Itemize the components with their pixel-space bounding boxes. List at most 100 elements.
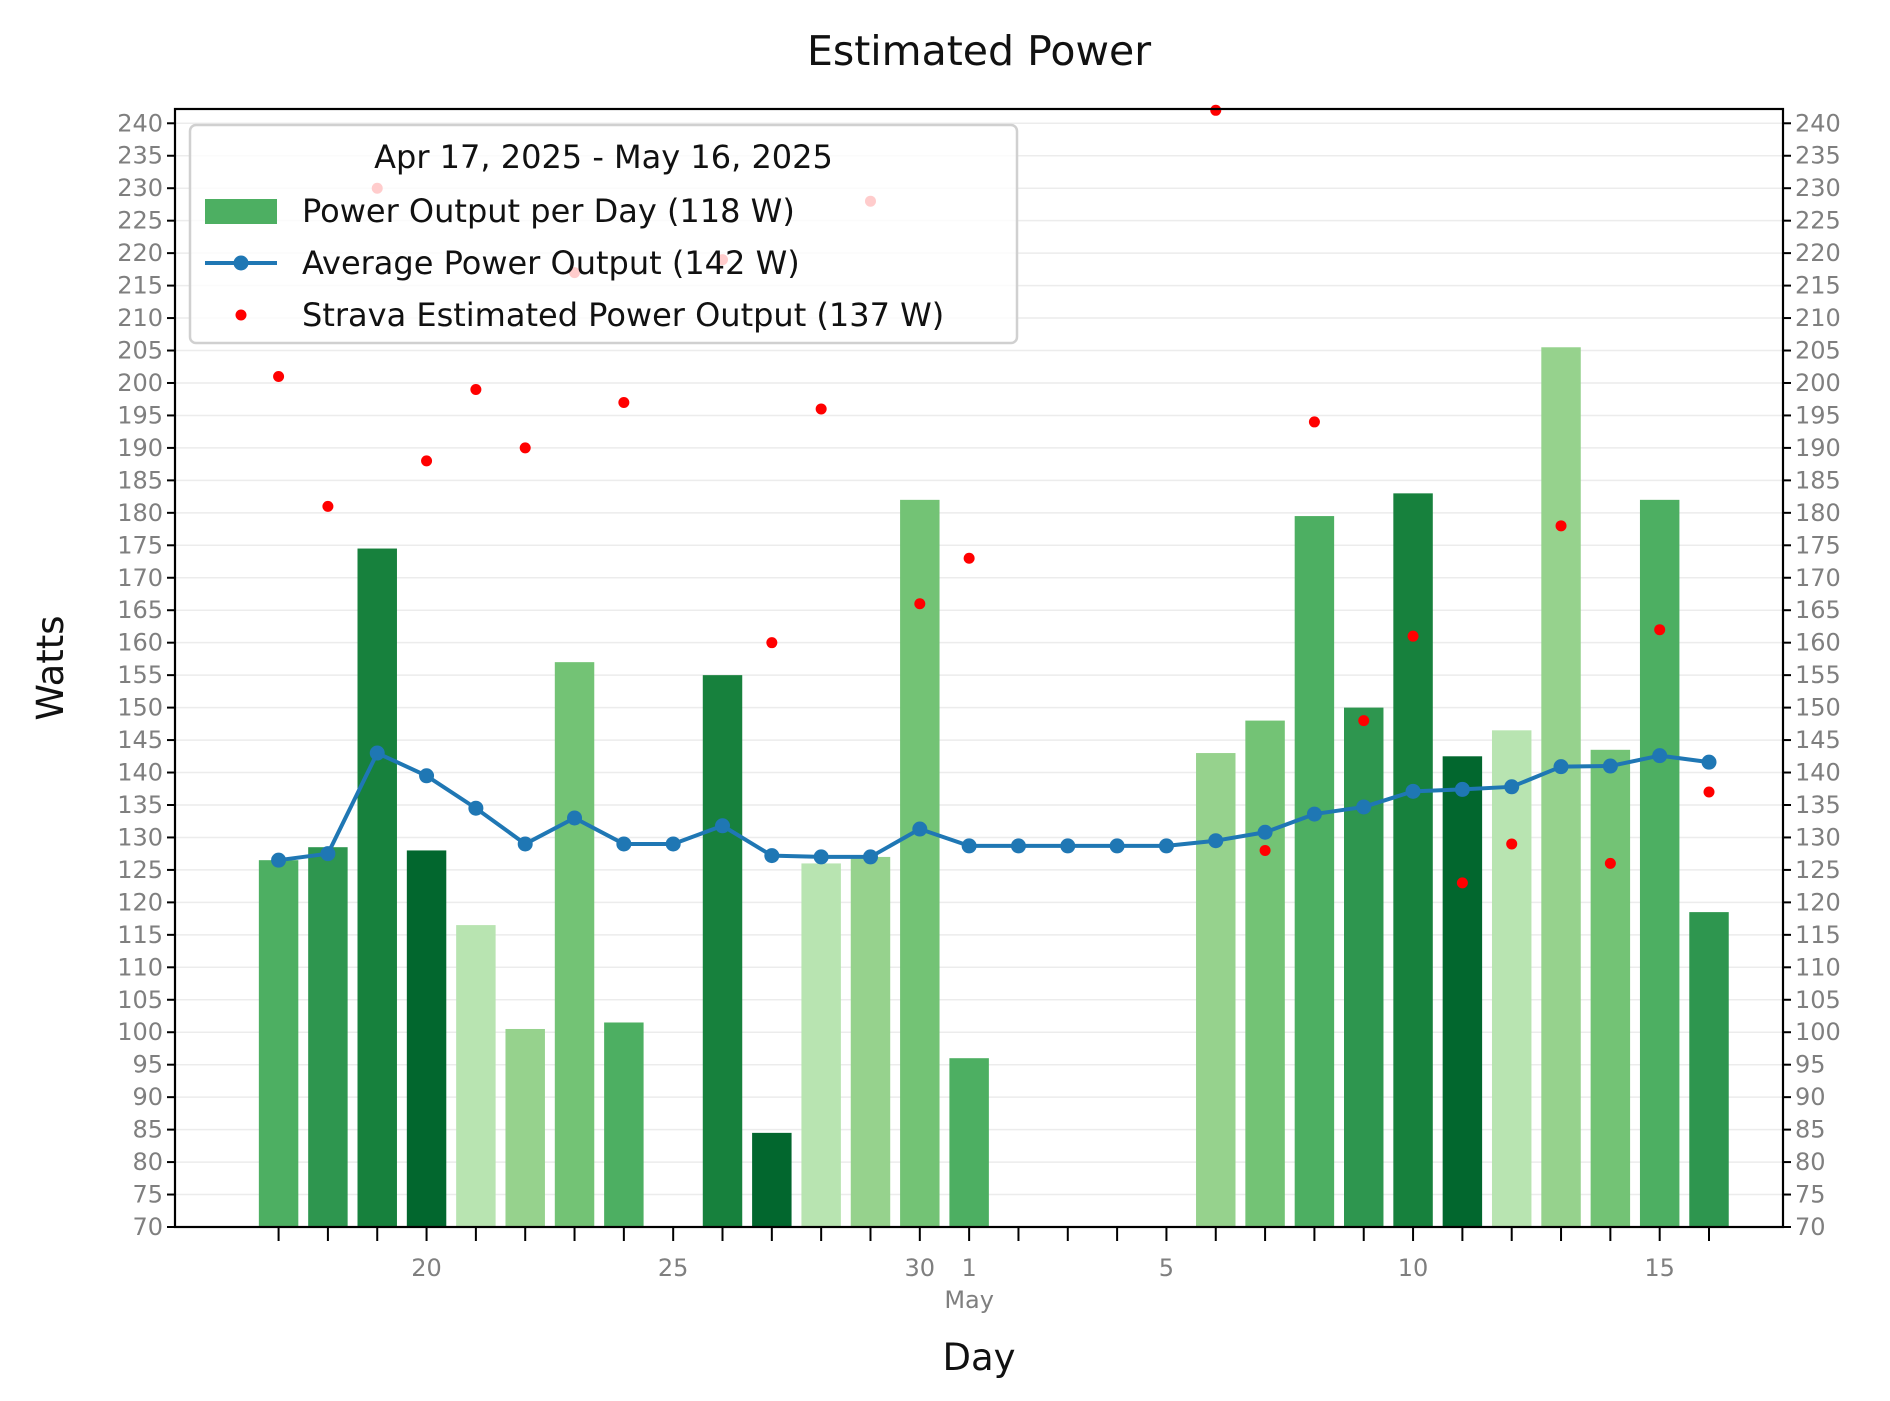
average-point	[517, 836, 533, 852]
y-tick-label: 125	[1795, 856, 1841, 884]
y-tick-label: 95	[1795, 1051, 1826, 1079]
y-tick-label: 105	[1795, 986, 1841, 1014]
bar	[801, 863, 841, 1227]
bar	[308, 847, 348, 1227]
average-point	[1306, 806, 1322, 822]
y-tick-label: 155	[117, 661, 163, 689]
y-tick-label: 220	[1795, 239, 1841, 267]
strava-point	[470, 383, 482, 395]
x-tick-label: 25	[658, 1254, 689, 1282]
y-tick-label: 185	[1795, 466, 1841, 494]
legend: Apr 17, 2025 - May 16, 2025 Power Output …	[188, 123, 1019, 345]
y-tick-label: 190	[117, 434, 163, 462]
average-point	[715, 818, 731, 834]
strava-point	[1358, 715, 1370, 727]
x-tick-label: 15	[1644, 1254, 1675, 1282]
y-tick-label: 210	[117, 304, 163, 332]
average-point	[271, 852, 287, 868]
bar	[357, 548, 397, 1227]
average-point	[1109, 838, 1125, 854]
y-axis-label: Watts	[29, 615, 72, 720]
y-tick-label: 205	[117, 337, 163, 365]
bar	[456, 925, 496, 1227]
average-point	[1405, 783, 1421, 799]
y-tick-label: 235	[117, 142, 163, 170]
bar	[1541, 347, 1581, 1227]
strava-point	[766, 637, 778, 649]
strava-point	[815, 403, 827, 415]
bar	[604, 1022, 644, 1227]
x-tick-label: 10	[1398, 1254, 1429, 1282]
strava-point	[1308, 416, 1320, 428]
y-tick-label: 150	[1795, 694, 1841, 722]
bar	[1393, 493, 1433, 1227]
y-tick-label: 90	[1795, 1083, 1826, 1111]
y-tick-label: 100	[117, 1018, 163, 1046]
legend-line-marker	[233, 255, 249, 271]
bar	[702, 675, 743, 1227]
legend-box	[188, 123, 1019, 345]
y-tick-label: 135	[117, 791, 163, 819]
bar	[949, 1058, 989, 1227]
plot-area	[258, 104, 1729, 1227]
y-tick-label: 195	[117, 401, 163, 429]
average-point	[1504, 779, 1520, 795]
y-tick-label: 90	[132, 1083, 163, 1111]
y-tick-label: 215	[1795, 272, 1841, 300]
bar	[505, 1028, 545, 1227]
average-point	[1454, 781, 1470, 797]
bar	[406, 850, 447, 1227]
y-tick-label: 160	[117, 629, 163, 657]
y-axis-right: 70 75 80 85 90 95 100 105 110 115 120 125 130 135 140 1…	[1783, 109, 1841, 1241]
y-tick-label: 135	[1795, 791, 1841, 819]
y-tick-label: 190	[1795, 434, 1841, 462]
y-tick-label: 235	[1795, 142, 1841, 170]
y-tick-label: 125	[117, 856, 163, 884]
bar	[1196, 753, 1236, 1227]
y-tick-label: 175	[1795, 531, 1841, 559]
y-tick-label: 85	[1795, 1116, 1826, 1144]
y-tick-label: 230	[117, 174, 163, 202]
y-tick-label: 75	[1795, 1181, 1826, 1209]
average-point	[1158, 838, 1174, 854]
y-tick-label: 70	[132, 1213, 163, 1241]
legend-title: Apr 17, 2025 - May 16, 2025	[374, 138, 833, 176]
y-tick-label: 220	[117, 239, 163, 267]
bar	[1491, 730, 1532, 1227]
legend-scatter-swatch	[235, 309, 247, 321]
average-point	[1553, 759, 1569, 775]
y-tick-label: 150	[117, 694, 163, 722]
y-tick-label: 130	[117, 823, 163, 851]
y-tick-label: 110	[117, 953, 163, 981]
x-tick-label: 30	[905, 1254, 936, 1282]
strava-point	[1259, 844, 1271, 856]
bar	[1639, 499, 1680, 1227]
x-tick-label: 1	[961, 1254, 976, 1282]
average-point	[665, 836, 681, 852]
average-point	[1060, 838, 1076, 854]
line-series	[271, 745, 1717, 868]
y-tick-label: 180	[1795, 499, 1841, 527]
y-tick-label: 145	[117, 726, 163, 754]
average-point	[862, 849, 878, 865]
bar	[554, 662, 595, 1227]
average-point	[567, 810, 583, 826]
y-tick-label: 95	[132, 1051, 163, 1079]
y-tick-label: 130	[1795, 823, 1841, 851]
legend-bar-swatch	[205, 199, 277, 224]
y-tick-label: 80	[132, 1148, 163, 1176]
strava-point	[1654, 624, 1666, 636]
x-tick-label: 5	[1159, 1254, 1174, 1282]
strava-point	[322, 500, 334, 512]
bar	[1245, 720, 1285, 1227]
bar-series	[258, 347, 1729, 1227]
y-tick-label: 175	[117, 531, 163, 559]
y-tick-label: 155	[1795, 661, 1841, 689]
y-axis-left: 70 75 80 85 90 95 100 105 110 115 120 125 130 135 140 1…	[117, 109, 175, 1241]
average-point	[616, 836, 632, 852]
bar	[900, 499, 940, 1227]
y-tick-label: 140	[117, 759, 163, 787]
y-tick-label: 210	[1795, 304, 1841, 332]
y-tick-label: 160	[1795, 629, 1841, 657]
